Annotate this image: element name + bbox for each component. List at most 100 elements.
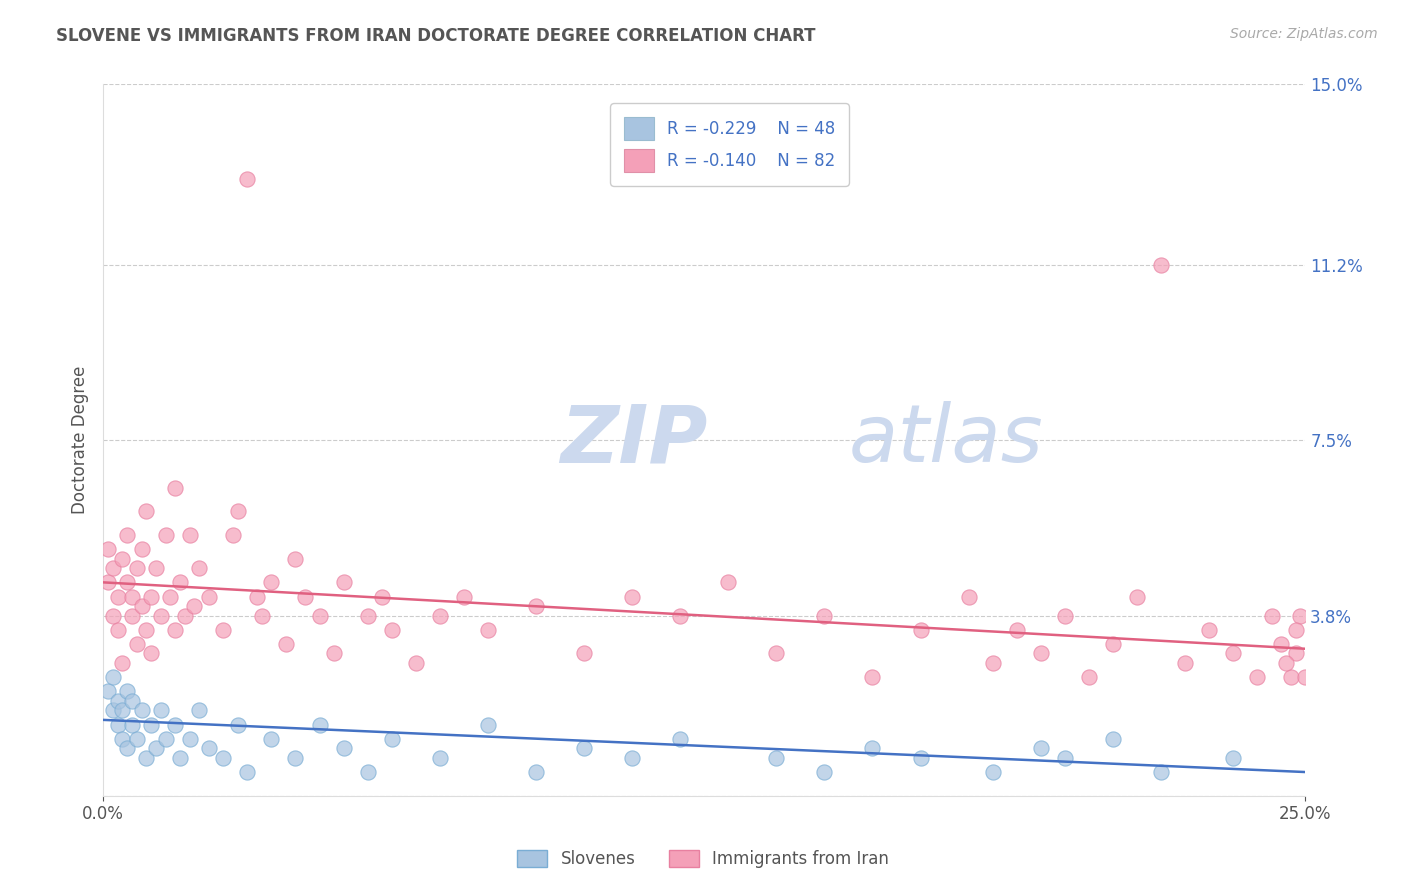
Point <box>222 528 245 542</box>
Point <box>356 765 378 780</box>
Point <box>131 542 153 557</box>
Point <box>1174 656 1197 670</box>
Point <box>1102 731 1125 746</box>
Point <box>813 765 835 780</box>
Text: ZIP: ZIP <box>560 401 707 479</box>
Point <box>1005 623 1028 637</box>
Point <box>429 751 451 765</box>
Point <box>165 481 187 495</box>
Point <box>1285 647 1308 661</box>
Point <box>453 590 475 604</box>
Point <box>669 608 692 623</box>
Point <box>101 561 124 575</box>
Point <box>477 717 499 731</box>
Point <box>135 751 157 765</box>
Point <box>111 703 134 717</box>
Point <box>1294 670 1316 684</box>
Point <box>115 684 138 698</box>
Y-axis label: Doctorate Degree: Doctorate Degree <box>72 366 89 515</box>
Point <box>274 637 297 651</box>
Point <box>212 623 235 637</box>
Point <box>212 751 235 765</box>
Point <box>332 575 354 590</box>
Point <box>115 741 138 756</box>
Point <box>169 751 191 765</box>
Point <box>141 717 163 731</box>
Point <box>141 590 163 604</box>
Point <box>1029 647 1052 661</box>
Point <box>1222 647 1244 661</box>
Point <box>765 647 787 661</box>
Point <box>198 741 221 756</box>
Point <box>765 751 787 765</box>
Point <box>284 551 307 566</box>
Point <box>1285 623 1308 637</box>
Point <box>524 765 547 780</box>
Point <box>107 717 129 731</box>
Point <box>97 542 120 557</box>
Point <box>107 694 129 708</box>
Point <box>226 717 249 731</box>
Text: Source: ZipAtlas.com: Source: ZipAtlas.com <box>1230 27 1378 41</box>
Point <box>179 528 201 542</box>
Point <box>957 590 980 604</box>
Point <box>1222 751 1244 765</box>
Point <box>155 731 177 746</box>
Point <box>1289 608 1312 623</box>
Point <box>111 551 134 566</box>
Point <box>131 599 153 613</box>
Point <box>862 741 884 756</box>
Point <box>1053 751 1076 765</box>
Point <box>97 684 120 698</box>
Point <box>260 731 283 746</box>
Point <box>910 751 932 765</box>
Point <box>572 741 595 756</box>
Point <box>669 731 692 746</box>
Point <box>323 647 346 661</box>
Point <box>236 765 259 780</box>
Point <box>1279 670 1302 684</box>
Text: atlas: atlas <box>848 401 1043 479</box>
Point <box>308 608 330 623</box>
Point <box>862 670 884 684</box>
Point <box>1150 258 1173 272</box>
Point <box>107 623 129 637</box>
Point <box>145 561 167 575</box>
Point <box>173 608 195 623</box>
Point <box>1150 765 1173 780</box>
Point <box>165 623 187 637</box>
Point <box>101 703 124 717</box>
Point <box>260 575 283 590</box>
Point <box>101 608 124 623</box>
Point <box>429 608 451 623</box>
Point <box>1029 741 1052 756</box>
Point <box>1198 623 1220 637</box>
Point <box>198 590 221 604</box>
Point <box>621 590 644 604</box>
Point <box>155 528 177 542</box>
Point <box>1077 670 1099 684</box>
Point <box>717 575 740 590</box>
Point <box>111 731 134 746</box>
Point <box>308 717 330 731</box>
Point <box>356 608 378 623</box>
Point <box>1126 590 1149 604</box>
Point <box>111 656 134 670</box>
Point <box>572 647 595 661</box>
Point <box>121 590 143 604</box>
Text: SLOVENE VS IMMIGRANTS FROM IRAN DOCTORATE DEGREE CORRELATION CHART: SLOVENE VS IMMIGRANTS FROM IRAN DOCTORAT… <box>56 27 815 45</box>
Point <box>121 694 143 708</box>
Point <box>1246 670 1268 684</box>
Point <box>101 670 124 684</box>
Point <box>332 741 354 756</box>
Point <box>371 590 394 604</box>
Point <box>169 575 191 590</box>
Point <box>149 703 172 717</box>
Point <box>141 647 163 661</box>
Point <box>405 656 427 670</box>
Point <box>125 637 148 651</box>
Point <box>1260 608 1282 623</box>
Point <box>621 751 644 765</box>
Point <box>121 717 143 731</box>
Point <box>813 608 835 623</box>
